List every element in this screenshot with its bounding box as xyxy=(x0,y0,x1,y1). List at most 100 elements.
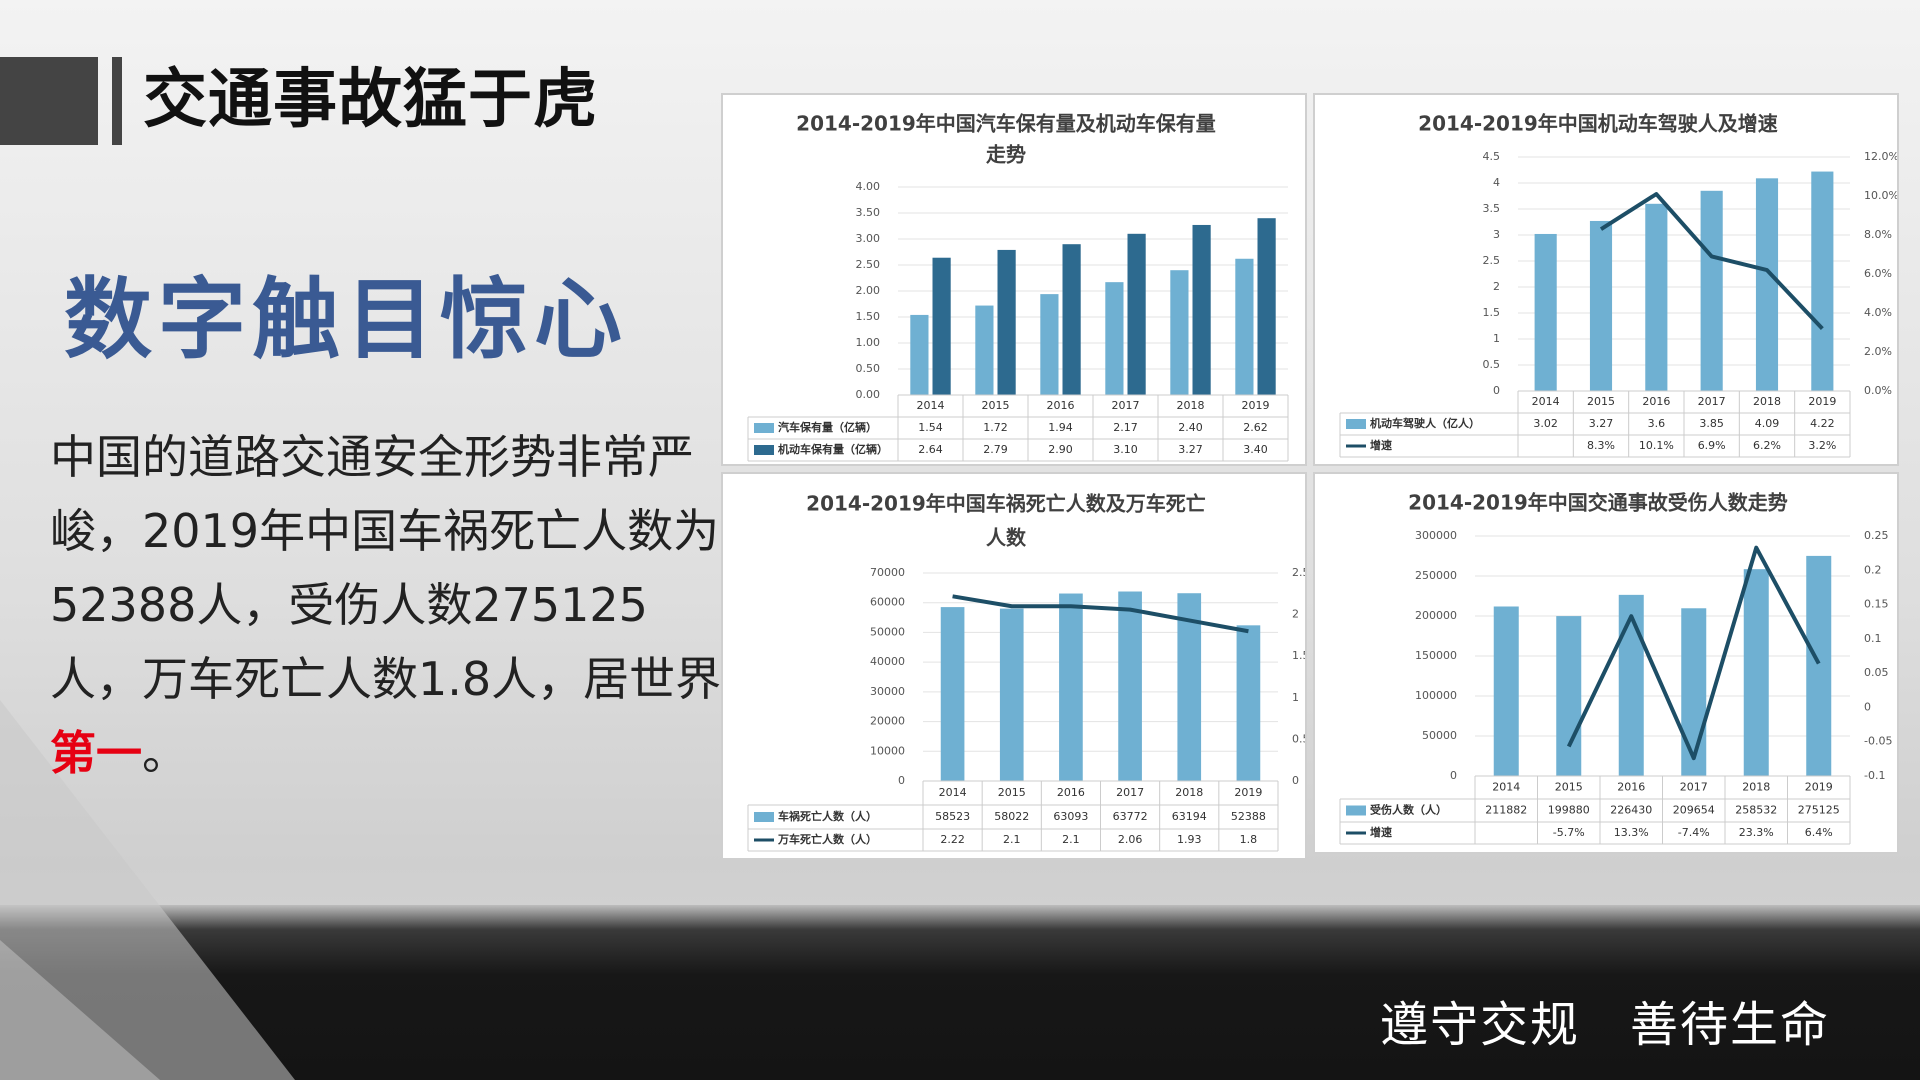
data-label: 1.72 xyxy=(983,421,1008,434)
bar xyxy=(1127,233,1146,395)
series-line xyxy=(1566,545,1821,761)
legend-label: 增速 xyxy=(1370,825,1392,839)
y2-tick-label: 1 xyxy=(1292,691,1299,704)
x-tick-label: 2018 xyxy=(1753,395,1781,408)
bar xyxy=(1589,220,1613,391)
y-tick-label: 10000 xyxy=(870,744,905,757)
chart-panel-vehicle-ownership: 2014-2019年中国汽车保有量及机动车保有量 走势 0.00 0.50 1.00 1.… xyxy=(721,93,1307,466)
body-text-main: 中国的道路交通安全形势非常严峻，2019年中国车祸死亡人数为52388人，受伤人… xyxy=(50,430,722,706)
data-label: 58022 xyxy=(994,810,1029,823)
x-tick-label: 2014 xyxy=(939,786,967,799)
data-label: 2.62 xyxy=(1243,421,1268,434)
bar xyxy=(1806,555,1832,776)
series-line xyxy=(1599,192,1824,330)
x-tick-label: 2019 xyxy=(1808,395,1836,408)
legend-bar-swatch xyxy=(1346,419,1366,429)
y2-tick-label: 0 xyxy=(1864,700,1871,713)
bar xyxy=(1118,591,1142,781)
y-tick-label: 0 xyxy=(1450,769,1457,782)
x-tick-label: 2015 xyxy=(1555,781,1583,794)
body-text-highlight: 第一 xyxy=(50,726,142,780)
bar xyxy=(1700,190,1723,391)
bar xyxy=(1236,625,1261,781)
y2-tick-label: 4.0% xyxy=(1864,306,1892,319)
y2-tick-label: 0.0% xyxy=(1864,384,1892,397)
y2-tick-label: -0.05 xyxy=(1864,735,1892,748)
y-tick-label: 3.50 xyxy=(856,206,881,219)
series-line xyxy=(952,594,1249,634)
legend-label: 机动车驾驶人（亿人） xyxy=(1370,416,1480,430)
x-tick-label: 2019 xyxy=(1242,399,1270,412)
x-tick-label: 2018 xyxy=(1177,399,1205,412)
y-tick-label: 0 xyxy=(898,774,905,787)
bar xyxy=(1062,244,1081,395)
subtitle: 数字触目惊心 xyxy=(64,268,629,371)
data-label: 1.93 xyxy=(1177,833,1202,846)
data-label: -5.7% xyxy=(1553,826,1585,839)
data-label: 275125 xyxy=(1798,804,1840,817)
data-label: 3.02 xyxy=(1533,417,1558,430)
y-tick-label: 40000 xyxy=(870,655,905,668)
body-text-end: 。 xyxy=(142,726,188,780)
data-label: 6.9% xyxy=(1698,439,1726,452)
y2-tick-label: 0.2 xyxy=(1864,563,1882,576)
data-label: 8.3% xyxy=(1587,439,1615,452)
data-label: 2.79 xyxy=(983,443,1008,456)
footer-band xyxy=(0,905,1920,1080)
data-label: 3.27 xyxy=(1589,417,1614,430)
bar xyxy=(1040,294,1059,395)
data-label: 2.22 xyxy=(940,833,965,846)
data-label: -7.4% xyxy=(1678,826,1710,839)
y-tick-label: 2.00 xyxy=(856,284,881,297)
bar xyxy=(940,607,965,781)
y-tick-label: 2 xyxy=(1493,280,1500,293)
data-label: 3.27 xyxy=(1178,443,1203,456)
y2-tick-label: 12.0% xyxy=(1864,150,1897,163)
chart-injuries: 2014-2019年中国交通事故受伤人数走势 0 50000 100000 150000… xyxy=(1339,491,1892,845)
bar xyxy=(910,314,929,395)
legend-bar-swatch xyxy=(754,423,774,433)
data-label: 2.17 xyxy=(1113,421,1138,434)
x-tick-label: 2016 xyxy=(1057,786,1085,799)
data-label: 209654 xyxy=(1673,804,1715,817)
bar xyxy=(1618,594,1644,776)
legend-label: 车祸死亡人数（人） xyxy=(778,809,877,823)
bar xyxy=(1645,203,1668,391)
y-tick-label: 2.50 xyxy=(856,258,881,271)
y2-tick-label: -0.1 xyxy=(1864,769,1885,782)
data-label: 2.06 xyxy=(1118,833,1143,846)
bar xyxy=(1755,178,1779,391)
x-tick-label: 2014 xyxy=(917,399,945,412)
legend-label: 汽车保有量（亿辆） xyxy=(778,420,877,434)
footer-slogan: 遵守交规 善待生命 xyxy=(1380,997,1831,1053)
y-tick-label: 0.00 xyxy=(856,388,881,401)
y-tick-label: 0.50 xyxy=(856,362,881,375)
title-accent-block xyxy=(0,57,98,145)
chart-title-line: 2014-2019年中国机动车驾驶人及增速 xyxy=(1418,112,1778,136)
x-tick-label: 2015 xyxy=(998,786,1026,799)
y2-tick-label: 2.5 xyxy=(1292,566,1305,579)
y2-tick-label: 0.5 xyxy=(1292,732,1305,745)
data-label: 1.94 xyxy=(1048,421,1073,434)
x-tick-label: 2015 xyxy=(982,399,1010,412)
chart-drivers: 2014-2019年中国机动车驾驶人及增速 0 0.5 1 1.5 2 2.5 3 3.5 4 4.… xyxy=(1339,112,1897,458)
data-label: 3.2% xyxy=(1808,439,1836,452)
bar xyxy=(997,249,1016,395)
data-label: 4.09 xyxy=(1755,417,1780,430)
y2-tick-label: 0.05 xyxy=(1864,666,1889,679)
y-tick-label: 4.00 xyxy=(856,180,881,193)
bar xyxy=(975,305,994,395)
y-tick-label: 50000 xyxy=(870,625,905,638)
legend-label: 受伤人数（人） xyxy=(1370,803,1447,817)
data-label: 2.1 xyxy=(1003,833,1021,846)
x-tick-label: 2017 xyxy=(1112,399,1140,412)
data-label: 63093 xyxy=(1053,810,1088,823)
data-label: 3.40 xyxy=(1243,443,1268,456)
legend-bar-swatch xyxy=(754,812,774,822)
y2-tick-label: 8.0% xyxy=(1864,228,1892,241)
y-tick-label: 60000 xyxy=(870,596,905,609)
y2-tick-label: 0.15 xyxy=(1864,598,1889,611)
x-tick-label: 2014 xyxy=(1492,781,1520,794)
title-accent-bar xyxy=(112,57,122,145)
